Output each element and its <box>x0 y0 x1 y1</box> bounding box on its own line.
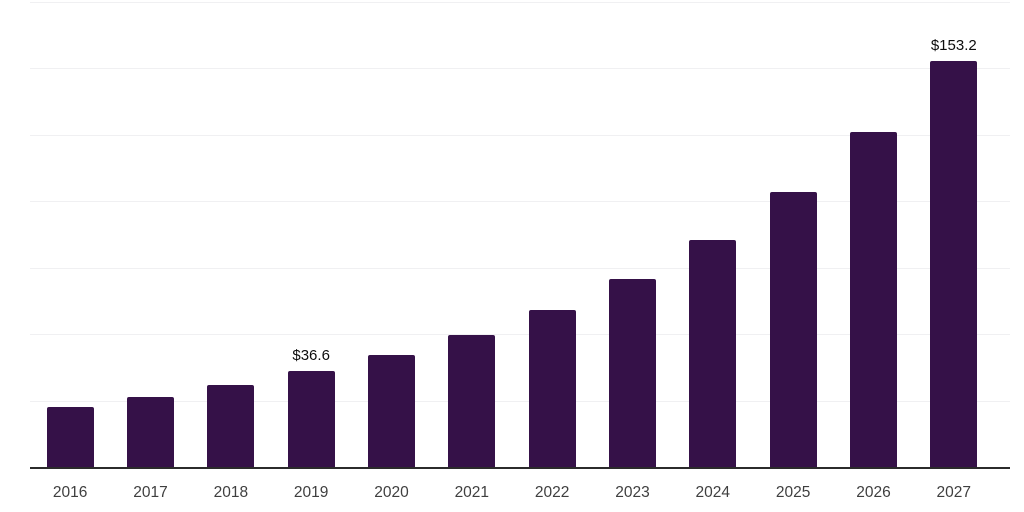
gridlines <box>30 2 1010 468</box>
gridline-25 <box>30 400 1010 402</box>
value-label-2027: $153.2 <box>930 37 977 55</box>
gridline-100 <box>30 201 1010 203</box>
bar-2017 <box>126 396 174 468</box>
bar-slot-2024 <box>673 3 753 468</box>
x-tick-label-2019: 2019 <box>293 484 329 501</box>
bar-slot-2025 <box>753 3 833 468</box>
bar-2019 <box>287 370 335 468</box>
bar-slot-2022 <box>512 3 592 468</box>
bar-slot-2018 <box>191 3 271 468</box>
x-tick-label-2027: 2027 <box>936 484 972 501</box>
bar-2016 <box>46 406 94 468</box>
gridline-50 <box>30 334 1010 336</box>
bars-container: $36.6 $153.2 <box>30 3 994 468</box>
x-tick-label-2023: 2023 <box>615 484 650 501</box>
bar-2027 <box>930 60 978 468</box>
x-axis-labels: 2016 2017 2018 2019 2020 2021 2022 2023 2024 2025… <box>30 484 994 501</box>
x-tick-label-2017: 2017 <box>133 484 168 501</box>
x-tick-label-2016: 2016 <box>52 484 88 501</box>
x-axis-line <box>30 467 1010 469</box>
bar-2025 <box>769 191 817 468</box>
bar-2023 <box>608 279 656 468</box>
bar-slot-2027: $153.2 <box>914 3 994 468</box>
plot-area: $36.6 $153.2 <box>30 2 1010 468</box>
x-tick-label-2024: 2024 <box>695 484 731 501</box>
gridline-75 <box>30 267 1010 269</box>
bar-2022 <box>528 310 576 468</box>
x-tick-label-2020: 2020 <box>374 484 409 501</box>
bar-slot-2023 <box>592 3 672 468</box>
bar-2021 <box>448 334 496 468</box>
gridline-150 <box>30 68 1010 70</box>
bar-2024 <box>689 240 737 468</box>
bar-slot-2016 <box>30 3 110 468</box>
bar-slot-2020 <box>351 3 431 468</box>
gridline-125 <box>30 134 1010 136</box>
bar-slot-2019: $36.6 <box>271 3 351 468</box>
bar-slot-2021 <box>432 3 512 468</box>
value-label-2019: $36.6 <box>292 347 330 365</box>
bar-2018 <box>207 384 255 468</box>
x-tick-label-2026: 2026 <box>856 484 891 501</box>
bar-2020 <box>367 355 415 468</box>
x-tick-label-2018: 2018 <box>213 484 249 501</box>
bar-slot-2026 <box>833 3 913 468</box>
x-tick-label-2025: 2025 <box>775 484 811 501</box>
x-tick-label-2022: 2022 <box>534 484 570 501</box>
gridline-175 <box>30 2 1010 3</box>
bar-slot-2017 <box>110 3 190 468</box>
bar-2026 <box>849 131 897 468</box>
x-tick-label-2021: 2021 <box>454 484 490 501</box>
